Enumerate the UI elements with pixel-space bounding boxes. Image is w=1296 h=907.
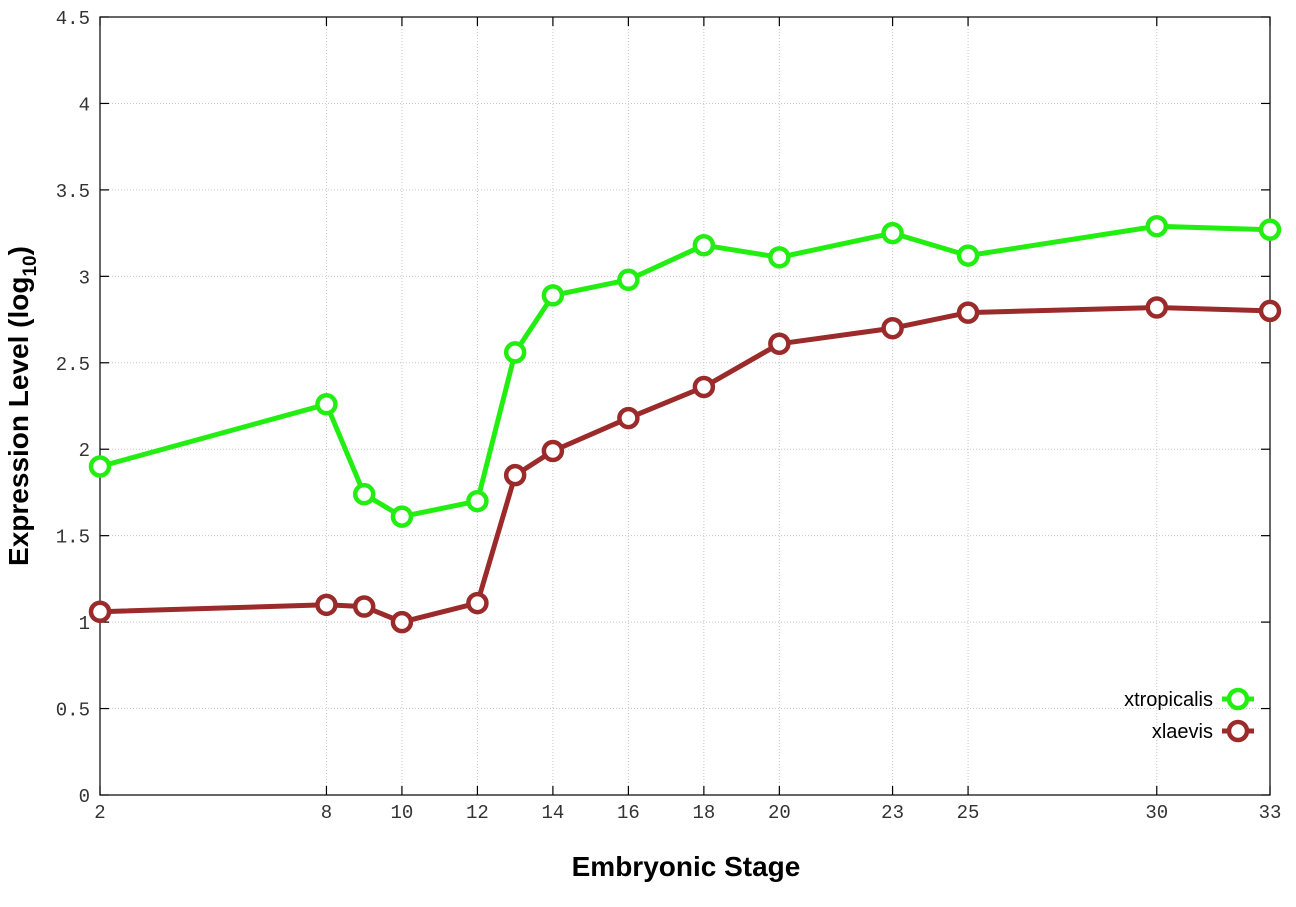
y-tick-label: 4.5 [56,8,90,30]
y-axis-label-main: Expression Level (log [3,277,34,566]
series-xtropicalis [88,214,1282,528]
y-axis-label-suffix: ) [3,246,34,255]
data-point [88,600,112,623]
data-point [692,233,716,257]
legend-item: xtropicalis [1124,687,1254,711]
y-tick-label: 0 [79,786,90,808]
data-point [768,246,791,269]
data-point [1145,296,1169,319]
legend-label: xlaevis [1152,721,1213,743]
x-tick-label: 23 [881,802,904,824]
data-point [390,610,414,634]
x-tick-label: 25 [957,802,980,824]
y-tick-label: 3.5 [56,181,90,203]
data-point [466,591,489,615]
data-point [315,593,338,617]
y-tick-label: 1.5 [56,527,90,549]
x-tick-label: 30 [1145,802,1168,824]
grid [100,17,1270,795]
y-axis: 0 0.5 1 1.5 2 2.5 3 3.5 4 4.5 [56,8,1270,808]
x-axis-label: Embryonic Stage [572,851,801,882]
plot-frame [99,16,1271,796]
data-point [352,482,376,506]
y-axis-label-subscript: 10 [20,255,41,276]
data-point [617,268,640,292]
series-line [99,223,1271,520]
y-tick-label: 2.5 [56,354,90,376]
x-tick-label: 18 [692,802,715,824]
data-point [956,244,980,267]
x-tick-label: 2 [94,802,105,824]
data-point [88,455,112,478]
x-axis: 2 8 10 12 14 16 18 20 23 25 30 33 [94,17,1281,824]
x-tick-label: 10 [391,802,414,824]
data-point [541,284,565,307]
x-tick-label: 16 [617,802,640,824]
y-tick-label: 4 [79,94,90,116]
data-point [503,341,527,364]
data-point [1258,299,1282,323]
data-point [390,505,414,528]
data-point [692,375,716,399]
data-point [352,595,376,618]
series-line [99,305,1271,625]
series-xlaevis [88,296,1282,634]
y-axis-label: Expression Level (log10) [3,246,41,566]
data-point [1258,218,1282,241]
y-tick-label: 2 [79,440,90,462]
series-layer [88,214,1282,634]
x-tick-label: 33 [1259,802,1282,824]
x-tick-label: 14 [541,802,564,824]
y-tick-label: 0.5 [56,700,90,722]
data-point [1145,214,1169,238]
data-point [315,393,338,416]
data-point [956,301,980,324]
data-point [617,406,640,430]
data-point [881,316,904,340]
legend: xtropicalis xlaevis [1124,687,1254,743]
y-tick-label: 3 [79,267,90,289]
legend-marker [1226,687,1250,711]
data-point [503,463,527,487]
data-point [466,489,489,513]
y-tick-label: 1 [79,613,90,635]
legend-marker [1226,719,1250,743]
legend-item: xlaevis [1152,719,1254,743]
x-tick-label: 20 [768,802,791,824]
data-point [541,439,565,463]
legend-label: xtropicalis [1124,689,1213,711]
data-point [768,332,791,356]
x-tick-label: 8 [321,802,332,824]
x-tick-label: 12 [466,802,489,824]
data-point [881,221,904,245]
